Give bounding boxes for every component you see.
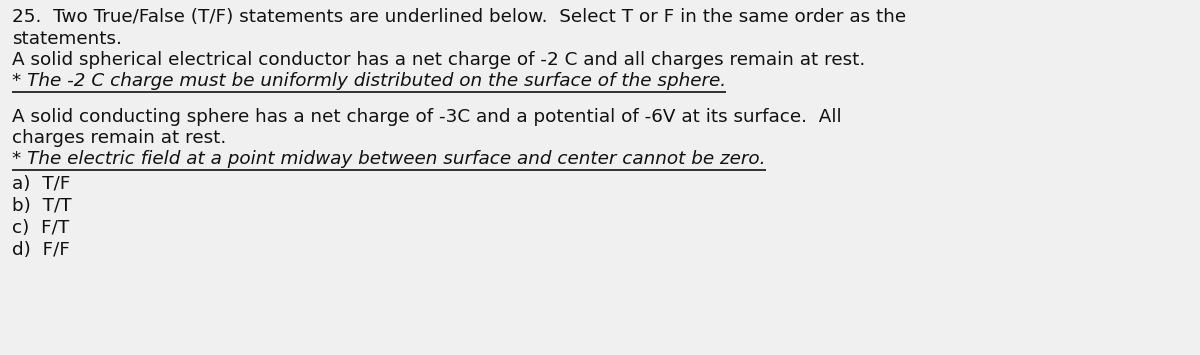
- Text: 25.  Two True/False (T/F) statements are underlined below.  Select T or F in the: 25. Two True/False (T/F) statements are …: [12, 8, 906, 26]
- Text: * The -2 C charge must be uniformly distributed on the surface of the sphere.: * The -2 C charge must be uniformly dist…: [12, 72, 726, 90]
- Text: d)  F/F: d) F/F: [12, 241, 70, 259]
- Text: b)  T/T: b) T/T: [12, 197, 72, 215]
- Text: statements.: statements.: [12, 30, 122, 48]
- Text: charges remain at rest.: charges remain at rest.: [12, 129, 227, 147]
- Text: c)  F/T: c) F/T: [12, 219, 70, 237]
- Text: a)  T/F: a) T/F: [12, 175, 71, 193]
- Text: * The electric field at a point midway between surface and center cannot be zero: * The electric field at a point midway b…: [12, 150, 766, 168]
- Text: A solid spherical electrical conductor has a net charge of -2 C and all charges : A solid spherical electrical conductor h…: [12, 51, 865, 69]
- Text: A solid conducting sphere has a net charge of -3C and a potential of -6V at its : A solid conducting sphere has a net char…: [12, 108, 841, 126]
